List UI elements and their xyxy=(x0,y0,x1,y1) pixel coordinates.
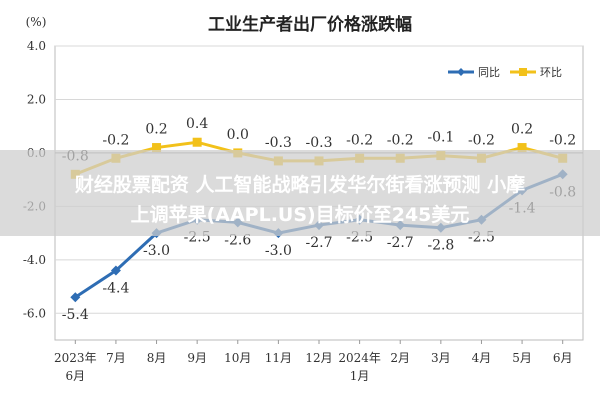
data-point xyxy=(152,143,162,153)
x-tick-label-line: 1月 xyxy=(350,369,370,383)
data-point xyxy=(70,292,81,303)
data-label: -3.0 xyxy=(265,243,292,259)
x-tick-label: 6月 xyxy=(553,351,573,365)
data-label: -2.7 xyxy=(306,235,333,251)
x-tick-label: 10月 xyxy=(224,351,251,365)
data-label: -3.0 xyxy=(143,243,170,259)
data-label: -0.3 xyxy=(306,135,333,151)
x-tick-label: 5月 xyxy=(512,351,532,365)
x-tick-label: 11月 xyxy=(265,351,292,365)
x-tick-label: 9月 xyxy=(187,351,207,365)
x-tick-label: 7月 xyxy=(106,351,126,365)
x-tick-label: 8月 xyxy=(147,351,167,365)
x-tick-label: 4月 xyxy=(472,351,492,365)
legend-label: 同比 xyxy=(478,66,500,79)
data-label: -5.4 xyxy=(62,307,89,323)
x-tick-label-line: 2024年 xyxy=(338,351,381,365)
data-label: 0.0 xyxy=(227,127,249,143)
y-axis-unit: (%) xyxy=(26,15,47,29)
data-label: 0.2 xyxy=(511,122,533,138)
legend-label: 环比 xyxy=(540,66,562,79)
data-label: 0.2 xyxy=(145,122,167,138)
x-tick-label: 12月 xyxy=(305,351,332,365)
x-tick-label: 2024年 1月 xyxy=(338,351,381,383)
y-tick-label: 2.0 xyxy=(27,92,46,106)
data-label: -0.2 xyxy=(549,132,576,148)
data-point xyxy=(517,143,527,153)
x-tick-label: 2月 xyxy=(390,351,410,365)
data-label: -0.2 xyxy=(102,132,129,148)
data-label: -2.8 xyxy=(427,238,454,254)
chart-title: 工业生产者出厂价格涨跌幅 xyxy=(208,14,412,35)
data-label: -4.4 xyxy=(102,281,129,297)
data-label: -2.7 xyxy=(387,235,414,251)
data-label: -2.6 xyxy=(224,232,251,248)
y-tick-label: -6.0 xyxy=(23,306,46,320)
y-tick-label: 4.0 xyxy=(27,39,46,53)
legend-swatch-marker xyxy=(519,68,527,76)
x-tick-label: 3月 xyxy=(431,351,451,365)
data-label: -0.2 xyxy=(346,132,373,148)
legend: 同比 环比 xyxy=(448,66,562,79)
data-label: -0.2 xyxy=(468,132,495,148)
x-tick-label: 2023年 6月 xyxy=(54,351,97,383)
legend-swatch-marker xyxy=(457,68,465,76)
banner-line-2: 上调苹果(AAPL.US)目标价至245美元 xyxy=(130,204,470,226)
data-label: -0.3 xyxy=(265,135,292,151)
x-tick-label-line: 6月 xyxy=(65,369,85,383)
y-tick-label: -4.0 xyxy=(23,253,46,267)
banner-line-1: 财经股票配资 人工智能战略引发华尔街看涨预测 小摩 xyxy=(74,174,526,196)
data-label: -0.2 xyxy=(387,132,414,148)
x-axis-ticks: 2023年 6月 7月 8月 9月 10月 11月 12月 2024年 1月 2月 3月 4月 5月 6月 xyxy=(54,340,573,383)
data-point xyxy=(192,137,202,147)
x-tick-label-line: 2023年 xyxy=(54,351,97,365)
data-point xyxy=(110,265,121,276)
data-label: 0.4 xyxy=(186,116,208,132)
overlay-banner: 财经股票配资 人工智能战略引发华尔街看涨预测 小摩 上调苹果(AAPL.US)目… xyxy=(0,150,600,236)
data-label: -0.1 xyxy=(427,130,454,146)
